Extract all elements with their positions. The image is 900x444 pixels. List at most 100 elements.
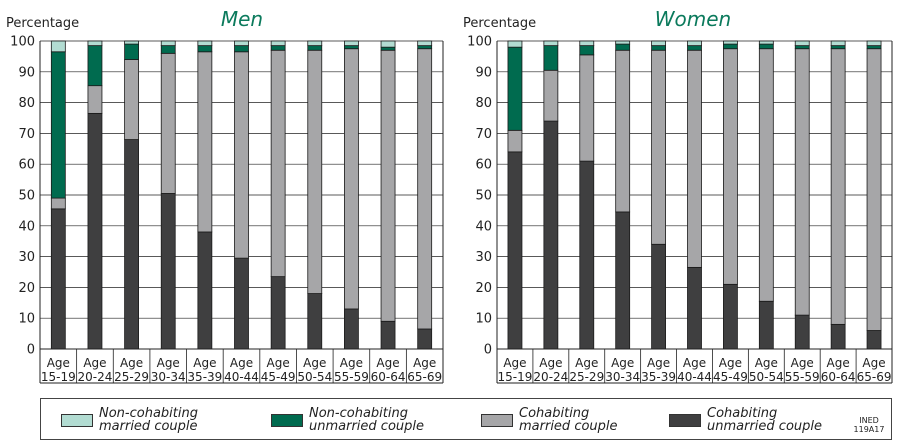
bar-segment (418, 46, 432, 49)
bar-segment (867, 41, 881, 46)
bar-segment (235, 52, 249, 258)
bar-segment (308, 294, 322, 349)
bar-segment (51, 198, 65, 209)
legend-label-cohab-married: Cohabiting married couple (519, 407, 669, 433)
y-tick-label: 0 (484, 343, 492, 358)
legend-label-line2: married couple (99, 420, 249, 433)
x-tick-label: Age (755, 356, 778, 370)
charts-canvas: Percentage Men0102030405060708090100Age15… (0, 0, 900, 398)
y-tick-label: 70 (18, 127, 35, 142)
y-tick-label: 30 (475, 250, 492, 265)
x-tick-label: Age (303, 356, 326, 370)
legend-label-line2: unmarried couple (309, 420, 459, 433)
chart-women: Percentage Women 0 10 20 30 40 50 60 70 80 90 100 Age… (463, 7, 892, 384)
bar-segment (88, 46, 102, 86)
x-tick-label: 25-29 (569, 370, 604, 384)
x-tick-label: Age (719, 356, 742, 370)
credit-line2: 119A17 (852, 425, 886, 434)
bar-segment (88, 113, 102, 349)
bar-segment (544, 121, 558, 349)
y-tick-label: 10 (18, 312, 35, 327)
bar-segment (831, 41, 845, 46)
x-tick-label: Age (413, 356, 436, 370)
bar-segment (198, 52, 212, 232)
x-tick-label: 50-54 (297, 370, 332, 384)
x-tick-label: 40-44 (224, 370, 259, 384)
y-tick-label: 20 (475, 281, 492, 296)
bar-segment (831, 324, 845, 349)
bar-segment (344, 49, 358, 309)
bar-segment (723, 49, 737, 285)
x-tick-label: 35-39 (187, 370, 222, 384)
bar-segment (51, 52, 65, 198)
bar-segment (723, 284, 737, 349)
x-tick-label: 60-64 (371, 370, 406, 384)
bar-segment (831, 49, 845, 325)
y-tick-label: 0 (27, 343, 35, 358)
bar-segment (235, 258, 249, 349)
x-tick-label: 45-49 (713, 370, 748, 384)
bar-segment (652, 46, 666, 51)
bar-segment (125, 59, 139, 139)
x-tick-label: 55-59 (334, 370, 369, 384)
bar-segment (381, 50, 395, 321)
bar-segment (161, 53, 175, 193)
bar-segment (198, 46, 212, 52)
bar-segment (544, 70, 558, 121)
x-tick-label: Age (611, 356, 634, 370)
x-tick-label: 15-19 (498, 370, 533, 384)
x-tick-label: 50-54 (749, 370, 784, 384)
bar-segment (759, 44, 773, 49)
x-tick-label: 15-19 (41, 370, 76, 384)
bar-segment (795, 315, 809, 349)
chart-men: Percentage Men0102030405060708090100Age15… (6, 7, 443, 384)
bar-segment (161, 46, 175, 54)
y-axis-label: Percentage (463, 16, 536, 31)
y-tick-label: 80 (18, 96, 35, 111)
y-tick-label: 100 (10, 35, 35, 50)
chart-title: Women (655, 7, 731, 31)
y-tick-label: 90 (475, 65, 492, 80)
bar-segment (308, 41, 322, 46)
legend-label-non-cohab-married: Non-cohabiting married couple (99, 407, 249, 433)
x-tick-label: Age (157, 356, 180, 370)
legend-item-non-cohab-married: Non-cohabiting married couple (61, 407, 249, 433)
x-tick-label: Age (503, 356, 526, 370)
bar-segment (652, 50, 666, 244)
legend-item-cohab-married: Cohabiting married couple (481, 407, 669, 433)
x-tick-label: 30-34 (605, 370, 640, 384)
bar-segment (688, 46, 702, 51)
legend-swatch-non-cohab-unmarried (271, 414, 303, 427)
bar-segment (688, 267, 702, 349)
bar-segment (831, 46, 845, 49)
bar-segment (867, 46, 881, 49)
bar-segment (867, 331, 881, 349)
x-tick-label: 65-69 (857, 370, 892, 384)
y-tick-label: 40 (475, 219, 492, 234)
bar-segment (688, 41, 702, 46)
x-tick-label: 20-24 (533, 370, 568, 384)
x-tick-label: 20-24 (78, 370, 113, 384)
y-tick-label: 30 (18, 250, 35, 265)
y-tick-label: 60 (18, 158, 35, 173)
bar-segment (198, 232, 212, 349)
y-tick-label: 60 (475, 158, 492, 173)
bar-segment (308, 46, 322, 51)
bar-segment (51, 209, 65, 349)
bar-segment (652, 244, 666, 349)
bar-segment (344, 41, 358, 46)
x-tick-label: Age (120, 356, 143, 370)
x-tick-label: 35-39 (641, 370, 676, 384)
x-tick-label: Age (193, 356, 216, 370)
bar-segment (51, 41, 65, 52)
bar-segment (381, 41, 395, 47)
bar-segment (723, 44, 737, 49)
y-tick-label: 40 (18, 219, 35, 234)
y-tick-label: 70 (475, 127, 492, 142)
bar-segment (161, 41, 175, 46)
bar-segment (759, 49, 773, 302)
bar-segment (616, 41, 630, 44)
y-tick-label: 80 (475, 96, 492, 111)
bar-segment (418, 41, 432, 46)
credit-line1: INED (852, 416, 886, 425)
